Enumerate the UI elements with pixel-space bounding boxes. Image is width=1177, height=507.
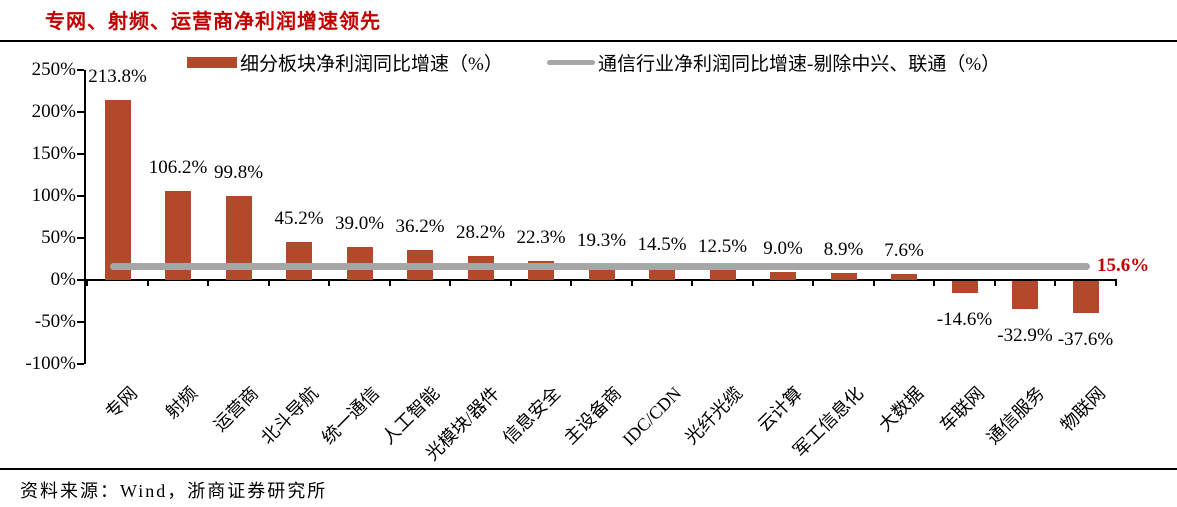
bar-value-label: 106.2% (148, 156, 208, 178)
category-label: 车联网 (935, 383, 988, 436)
y-axis-tick (77, 279, 84, 281)
category-label: 运营商 (209, 383, 262, 436)
y-axis-tick (77, 363, 84, 365)
bar (709, 269, 736, 280)
bar-value-label: 8.9% (823, 238, 864, 260)
source-note: 资料来源：Wind，浙商证券研究所 (20, 481, 328, 501)
x-axis-tick (449, 280, 452, 286)
bar-value-label: 36.2% (395, 215, 445, 237)
y-axis-label: 100% (31, 185, 76, 206)
bar-series-swatch-icon (187, 56, 237, 68)
x-axis-tick (388, 280, 391, 286)
bar-value-label: 12.5% (697, 235, 748, 257)
x-axis-tick (570, 280, 573, 286)
x-axis-tick (328, 280, 331, 286)
y-axis-label: 200% (31, 101, 76, 122)
bar-value-label: 14.5% (637, 233, 687, 255)
y-axis-label: -100% (25, 353, 76, 374)
industry-line (110, 263, 1090, 271)
y-axis-label: 0% (50, 269, 76, 290)
y-axis-tick (77, 237, 84, 239)
x-axis-tick (86, 280, 89, 286)
x-axis-line (84, 279, 1117, 281)
bar-value-label: 213.8% (88, 66, 147, 88)
y-axis-tick (77, 69, 84, 71)
x-axis-tick (267, 280, 270, 286)
bar (104, 100, 131, 280)
y-axis-tick (77, 195, 84, 197)
category-label: 专网 (101, 383, 141, 423)
bar (830, 272, 857, 280)
category-label: 物联网 (1056, 383, 1109, 436)
bar-value-label: -14.6% (936, 309, 993, 331)
category-label: 射频 (161, 383, 202, 423)
bar (770, 272, 796, 280)
bar (649, 267, 675, 280)
bar-value-label: 19.3% (576, 229, 627, 251)
industry-line-label: 15.6% (1097, 254, 1150, 276)
y-axis-tick (77, 153, 84, 155)
legend-label-industry: 通信行业净利润同比增速-剔除中兴、联通（%） (598, 53, 1001, 75)
category-label: 信息安全 (499, 383, 565, 449)
category-label: 云计算 (753, 383, 807, 436)
x-axis-tick (993, 280, 996, 286)
category-label: 北斗导航 (257, 383, 323, 449)
x-axis-tick (207, 280, 210, 286)
bar (1072, 281, 1099, 313)
x-axis-tick (812, 280, 815, 286)
category-label: 通信服务 (983, 383, 1049, 449)
category-label: 大数据 (874, 383, 928, 436)
x-axis-tick (751, 280, 754, 286)
y-axis-label: 50% (41, 227, 76, 248)
x-axis-tick (1114, 280, 1117, 286)
bar (891, 273, 917, 280)
y-axis-tick (77, 321, 84, 323)
x-axis-tick (630, 280, 633, 286)
y-axis-label: 250% (31, 59, 76, 80)
y-axis-label: 150% (31, 143, 76, 164)
bar-value-label: 39.0% (334, 213, 385, 235)
legend-item-segment-bars: 细分板块净利润同比增速（%） (187, 51, 503, 75)
footer-divider (0, 468, 1177, 470)
bar-value-label: -37.6% (1057, 328, 1114, 350)
bar-value-label: 45.2% (274, 208, 324, 230)
bar-value-label: 22.3% (516, 227, 566, 249)
x-axis-tick (933, 280, 936, 286)
x-axis-tick (872, 280, 875, 286)
category-label: 光纤光缆 (680, 383, 746, 449)
bar-value-label: 99.8% (213, 162, 264, 184)
x-axis-tick (509, 280, 512, 286)
y-axis-tick (77, 111, 84, 113)
bar (951, 281, 978, 294)
line-series-swatch-icon (547, 59, 595, 65)
bar (1012, 281, 1038, 309)
bar-value-label: -32.9% (997, 324, 1053, 346)
y-axis-line (84, 70, 86, 364)
legend-label-segment: 细分板块净利润同比增速（%） (240, 53, 503, 75)
bar-value-label: 9.0% (763, 238, 803, 260)
x-axis-tick (1054, 280, 1057, 286)
category-label: 统一通信 (317, 383, 383, 449)
category-label: 主设备商 (559, 383, 625, 449)
category-label: IDC/CDN (618, 383, 686, 450)
bar-value-label: 7.6% (884, 239, 924, 261)
y-axis-label: -50% (34, 311, 76, 332)
bar-value-label: 28.2% (455, 222, 506, 244)
page-title: 专网、射频、运营商净利润增速领先 (45, 11, 381, 33)
title-divider (0, 40, 1177, 42)
bar (286, 242, 312, 280)
x-axis-tick (691, 280, 694, 286)
x-axis-tick (146, 280, 149, 286)
legend-item-industry-line: 通信行业净利润同比增速-剔除中兴、联通（%） (547, 51, 1001, 75)
